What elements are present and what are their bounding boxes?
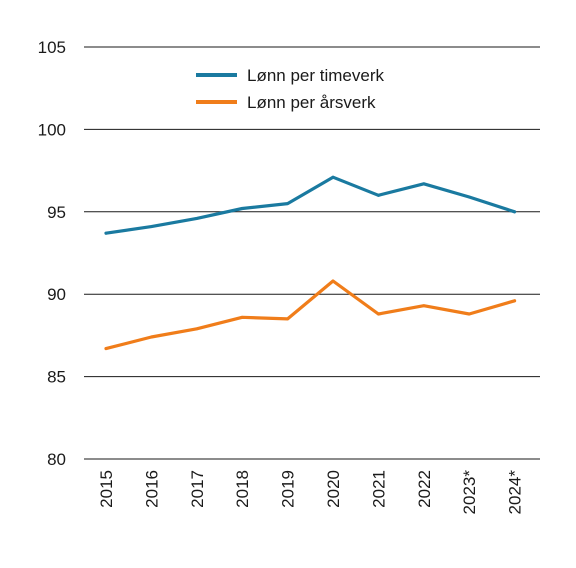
y-axis-ticks: 80 85 90 95 100 105 <box>38 38 66 469</box>
data-point-s1-9 <box>513 299 516 303</box>
data-point-s0-6 <box>377 193 380 197</box>
legend-label-0: Lønn per timeverk <box>247 66 384 85</box>
x-tick-label-7: 2022 <box>415 470 434 508</box>
series-line-0 <box>104 175 517 235</box>
legend-label-1: Lønn per årsverk <box>247 93 376 112</box>
legend: Lønn per timeverk Lønn per årsverk <box>196 66 384 112</box>
data-point-s1-5 <box>331 279 335 283</box>
data-point-s1-7 <box>422 304 426 308</box>
data-point-s1-2 <box>195 327 199 331</box>
y-tick-label-80: 80 <box>47 450 66 469</box>
data-point-s0-8 <box>467 195 471 199</box>
y-tick-label-90: 90 <box>47 285 66 304</box>
y-tick-label-100: 100 <box>38 120 66 139</box>
data-point-s0-4 <box>286 202 289 205</box>
series-layer <box>104 175 517 351</box>
y-tick-label-85: 85 <box>47 368 66 387</box>
x-tick-label-1: 2016 <box>142 470 161 508</box>
x-tick-label-6: 2021 <box>369 470 388 508</box>
x-tick-label-5: 2020 <box>324 470 343 508</box>
x-tick-label-8: 2023* <box>460 470 479 515</box>
data-point-s1-3 <box>240 315 244 319</box>
data-point-s1-8 <box>467 312 471 316</box>
data-point-s0-7 <box>422 182 426 186</box>
x-tick-label-2: 2017 <box>188 470 207 508</box>
x-tick-label-0: 2015 <box>97 470 116 508</box>
data-point-s1-0 <box>104 347 108 350</box>
data-point-s0-2 <box>195 216 199 220</box>
data-point-s0-9 <box>513 210 516 214</box>
x-tick-label-9: 2024* <box>506 470 525 515</box>
x-axis-ticks: 2015 2016 2017 2018 2019 2020 2021 2022 2023* 202… <box>97 470 525 515</box>
series-line-1 <box>104 279 517 351</box>
x-tick-label-3: 2018 <box>233 470 252 508</box>
data-point-s0-5 <box>331 175 335 179</box>
x-tick-label-4: 2019 <box>279 470 298 508</box>
data-point-s1-6 <box>377 312 380 316</box>
data-point-s0-0 <box>104 231 108 235</box>
data-point-s1-1 <box>150 335 153 339</box>
y-tick-label-105: 105 <box>38 38 66 57</box>
data-point-s0-1 <box>150 225 153 229</box>
y-tick-label-95: 95 <box>47 203 66 222</box>
grid-layer <box>84 46 540 460</box>
data-point-s1-4 <box>286 317 289 321</box>
data-point-s0-3 <box>240 207 244 210</box>
